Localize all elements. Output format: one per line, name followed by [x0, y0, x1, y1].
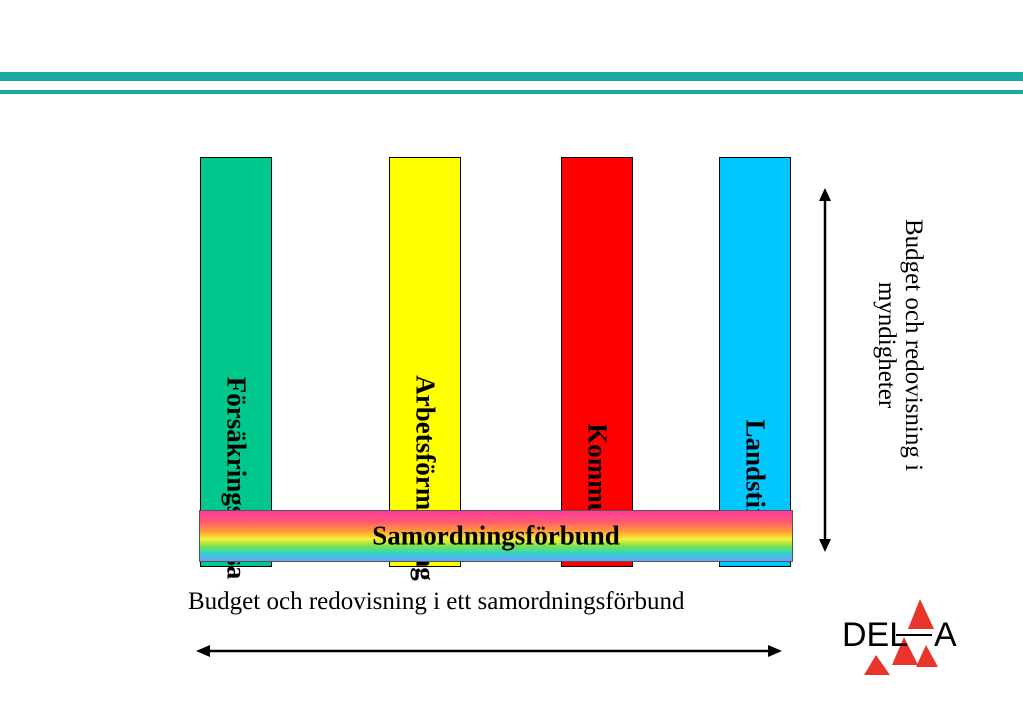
horizontal-label: Budget och redovisning i ett samordnings…: [188, 588, 685, 615]
samordningsforbund-band: Samordningsförbund: [199, 510, 793, 562]
band-label: Samordningsförbund: [372, 520, 620, 551]
pillar-kommun: Kommun: [561, 157, 633, 567]
svg-text:A: A: [934, 616, 957, 654]
svg-text:DEL: DEL: [842, 616, 908, 654]
horizontal-double-arrow: [196, 645, 782, 657]
delta-logo: DEL A: [842, 599, 957, 675]
vertical-double-arrow: [819, 188, 831, 552]
pillar-landsting: Landsting: [719, 157, 791, 567]
header-rule-thin: [0, 90, 1023, 94]
header-rule-thick: [0, 72, 1023, 81]
pillar-forsakringskassa: Försäkringskassa: [200, 157, 272, 579]
vertical-label: Budget och redovisning i myndigheter: [873, 218, 927, 472]
pillar-arbetsformedling: Arbetsförmedling: [389, 157, 461, 581]
